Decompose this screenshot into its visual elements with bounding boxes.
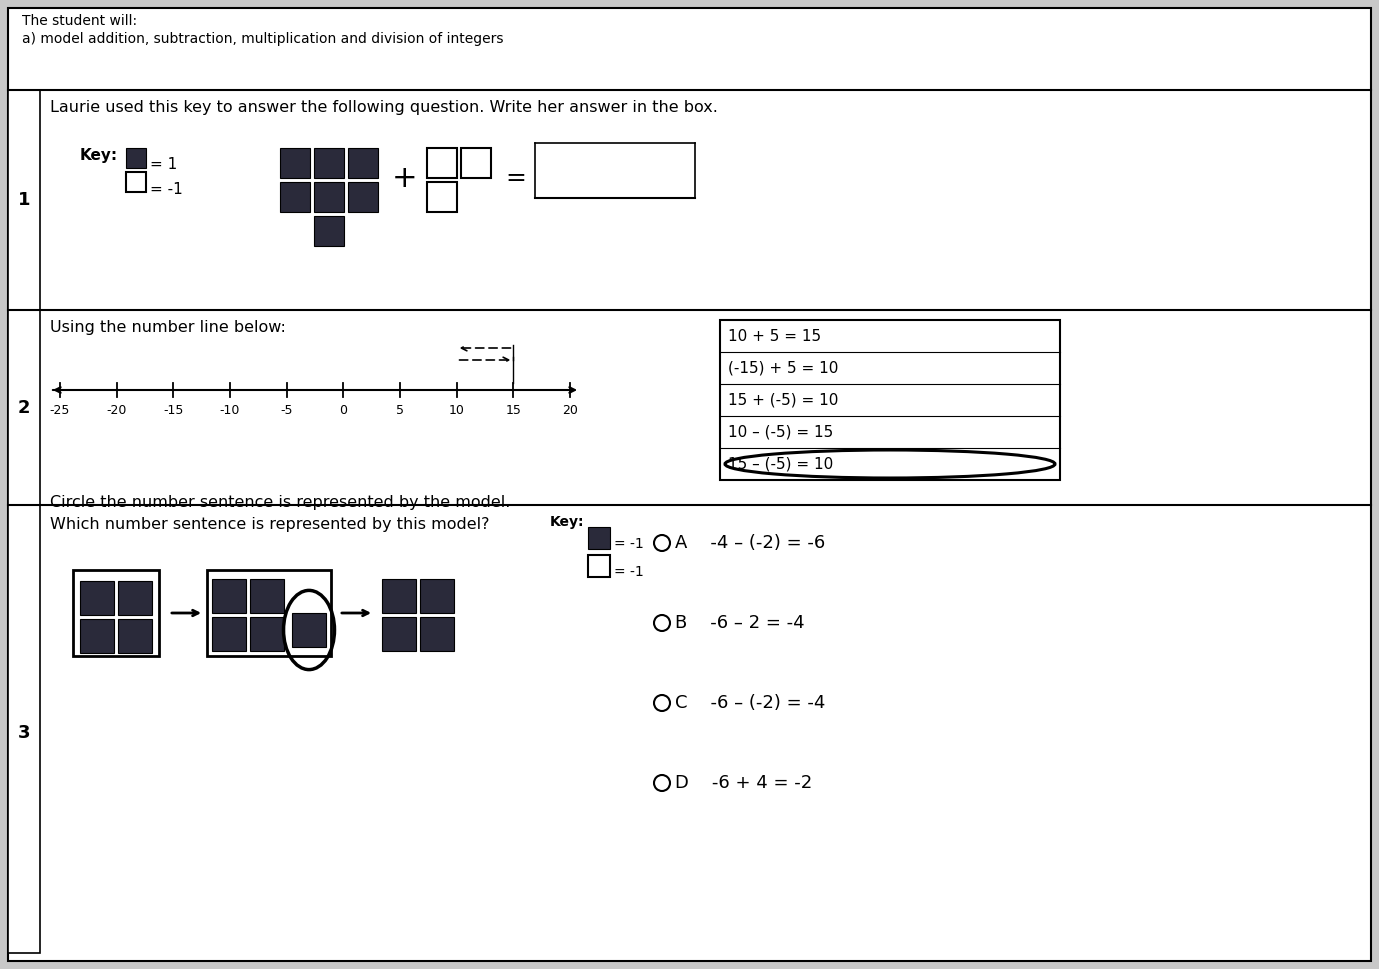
Bar: [427, 182, 456, 212]
Text: = 1: = 1: [150, 157, 178, 172]
Text: 20: 20: [563, 404, 578, 417]
Text: B    -6 – 2 = -4: B -6 – 2 = -4: [674, 614, 804, 632]
Bar: [207, 570, 331, 656]
Text: = -1: = -1: [150, 182, 183, 197]
Text: 0: 0: [339, 404, 348, 417]
Text: C    -6 – (-2) = -4: C -6 – (-2) = -4: [674, 694, 826, 712]
Bar: [421, 617, 454, 651]
Text: Which number sentence is represented by this model?: Which number sentence is represented by …: [50, 517, 490, 532]
Text: Circle the number sentence is represented by the model.: Circle the number sentence is represente…: [50, 495, 510, 510]
Bar: [250, 579, 284, 613]
Text: Key:: Key:: [550, 515, 585, 529]
Text: -5: -5: [280, 404, 292, 417]
Bar: [125, 172, 146, 192]
Text: 5: 5: [396, 404, 404, 417]
Text: 10 + 5 = 15: 10 + 5 = 15: [728, 328, 821, 343]
Bar: [421, 579, 454, 613]
Text: -10: -10: [219, 404, 240, 417]
Bar: [119, 619, 152, 653]
Bar: [80, 619, 114, 653]
Bar: [119, 581, 152, 615]
Text: -15: -15: [163, 404, 183, 417]
Bar: [80, 581, 114, 615]
Bar: [382, 617, 416, 651]
Bar: [292, 613, 325, 647]
Bar: [280, 148, 310, 178]
Text: (-15) + 5 = 10: (-15) + 5 = 10: [728, 360, 838, 376]
Text: -25: -25: [50, 404, 70, 417]
Bar: [427, 148, 456, 178]
Bar: [314, 182, 343, 212]
Text: =: =: [505, 166, 525, 190]
Bar: [280, 182, 310, 212]
Text: 15 – (-5) = 10: 15 – (-5) = 10: [728, 456, 833, 472]
Bar: [535, 143, 695, 198]
Text: = -1: = -1: [614, 537, 644, 551]
Text: Using the number line below:: Using the number line below:: [50, 320, 285, 335]
Bar: [8, 310, 40, 505]
Bar: [720, 320, 1060, 480]
Bar: [212, 617, 245, 651]
Bar: [8, 90, 40, 310]
Text: 2: 2: [18, 398, 30, 417]
Bar: [461, 148, 491, 178]
Bar: [382, 579, 416, 613]
Bar: [314, 216, 343, 246]
Text: 15 + (-5) = 10: 15 + (-5) = 10: [728, 392, 838, 408]
Bar: [314, 148, 343, 178]
Text: 15: 15: [505, 404, 521, 417]
Bar: [348, 182, 378, 212]
Bar: [348, 148, 378, 178]
Bar: [8, 505, 40, 953]
Bar: [125, 148, 146, 168]
Text: -20: -20: [106, 404, 127, 417]
Bar: [250, 617, 284, 651]
Text: Laurie used this key to answer the following question. Write her answer in the b: Laurie used this key to answer the follo…: [50, 100, 718, 115]
Text: 10 – (-5) = 15: 10 – (-5) = 15: [728, 424, 833, 440]
Text: D    -6 + 4 = -2: D -6 + 4 = -2: [674, 774, 812, 792]
Text: +: +: [392, 164, 418, 193]
Text: 1: 1: [18, 191, 30, 209]
Bar: [73, 570, 159, 656]
Bar: [587, 527, 610, 549]
Bar: [587, 555, 610, 577]
Text: A    -4 – (-2) = -6: A -4 – (-2) = -6: [674, 534, 825, 552]
Text: 10: 10: [448, 404, 465, 417]
Text: Key:: Key:: [80, 148, 119, 163]
Text: = -1: = -1: [614, 565, 644, 579]
Text: 3: 3: [18, 724, 30, 742]
Bar: [212, 579, 245, 613]
Text: The student will:: The student will:: [22, 14, 137, 28]
Text: a) model addition, subtraction, multiplication and division of integers: a) model addition, subtraction, multipli…: [22, 32, 503, 46]
